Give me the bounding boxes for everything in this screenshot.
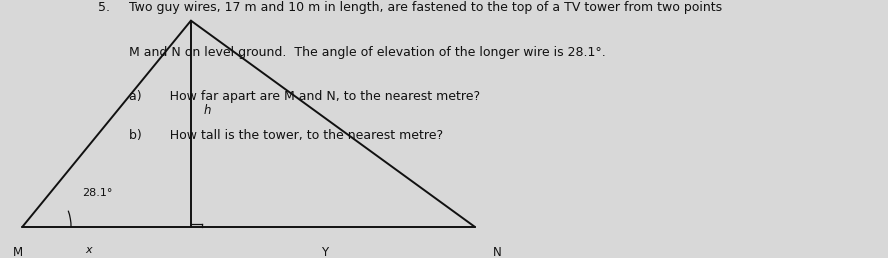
Text: x: x <box>85 245 92 255</box>
Text: 28.1°: 28.1° <box>83 189 113 198</box>
Text: M and N on level ground.  The angle of elevation of the longer wire is 28.1°.: M and N on level ground. The angle of el… <box>129 46 606 59</box>
Text: h: h <box>203 104 210 117</box>
Text: N: N <box>493 246 502 258</box>
Text: Y: Y <box>321 246 328 258</box>
Text: Two guy wires, 17 m and 10 m in length, are fastened to the top of a TV tower fr: Two guy wires, 17 m and 10 m in length, … <box>129 1 722 14</box>
Text: M: M <box>12 246 23 258</box>
Text: a)       How far apart are M and N, to the nearest metre?: a) How far apart are M and N, to the nea… <box>129 90 480 103</box>
Text: b)       How tall is the tower, to the nearest metre?: b) How tall is the tower, to the nearest… <box>129 129 443 142</box>
Text: 5.: 5. <box>98 1 110 14</box>
